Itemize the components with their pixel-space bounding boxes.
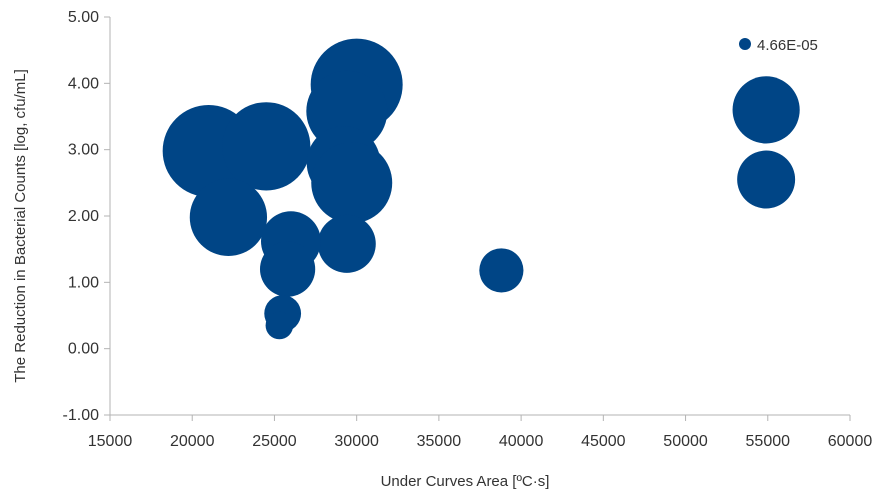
x-tick-label: 20000 [170,433,215,450]
bubble [737,150,796,209]
y-tick-label: -1.00 [63,407,100,424]
x-tick-label: 55000 [746,433,791,450]
y-tick-label: 5.00 [68,9,99,26]
y-axis-title: The Reduction in Bacterial Counts [log, … [12,69,29,383]
bubble [479,248,524,293]
bubble [311,142,393,224]
legend: 4.66E-05 [739,37,818,54]
y-tick-label: 0.00 [68,341,99,358]
legend-marker [739,38,751,50]
x-tick-label: 35000 [417,433,462,450]
bubble [222,102,311,191]
x-tick-label: 50000 [663,433,708,450]
bubble [189,178,268,256]
y-tick-label: 3.00 [68,142,99,159]
bubble [317,214,376,273]
x-tick-label: 60000 [828,433,873,450]
y-axis-ticks: -1.00 0.00 1.00 2.00 3.00 4.00 5.00 [63,9,110,424]
bubble-series [162,38,800,340]
bubble [265,311,294,340]
x-axis-ticks: 15000 20000 25000 30000 35000 40000 45000 50000… [88,415,873,450]
x-tick-label: 25000 [252,433,297,450]
y-tick-label: 1.00 [68,274,99,291]
bubble [732,76,800,144]
x-axis-title: Under Curves Area [ºC·s] [381,473,550,490]
y-tick-label: 4.00 [68,75,99,92]
x-tick-label: 15000 [88,433,133,450]
bubble [260,241,316,297]
x-tick-label: 40000 [499,433,544,450]
x-tick-label: 45000 [581,433,626,450]
legend-label: 4.66E-05 [757,37,818,54]
y-tick-label: 2.00 [68,208,99,225]
x-tick-label: 30000 [334,433,379,450]
